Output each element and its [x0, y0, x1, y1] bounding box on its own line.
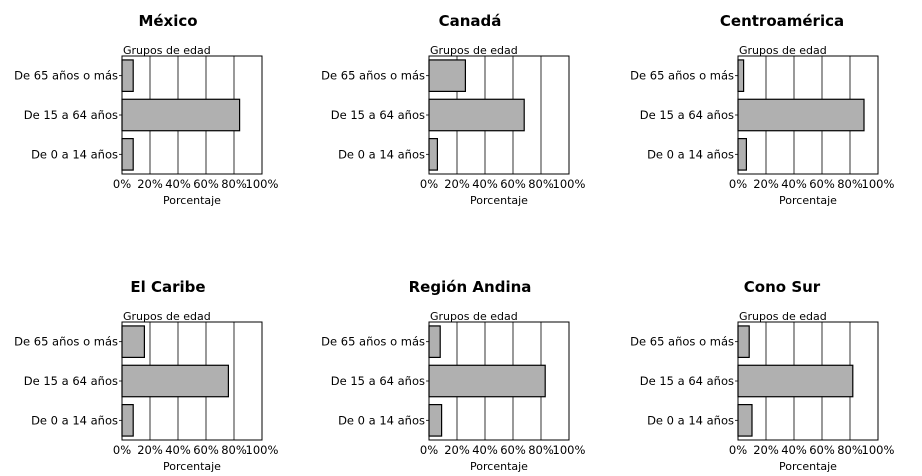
category-label: De 65 años o más — [321, 69, 425, 83]
bar — [121, 364, 230, 398]
chart-panel: Canadá Grupos de edad De 65 años o más De 1… — [321, 12, 585, 207]
x-tick-label: 0% — [729, 177, 747, 191]
x-tick-label: 20% — [753, 443, 779, 457]
x-tick-label: 40% — [781, 443, 807, 457]
bar — [121, 325, 145, 358]
chart-panel: Región Andina Grupos de edad De 65 años o … — [321, 278, 585, 473]
category-label: De 0 a 14 años — [647, 413, 734, 427]
x-tick-label: 0% — [420, 443, 438, 457]
panel-title: Centroamérica — [720, 12, 844, 30]
bar — [737, 325, 750, 358]
category-label: De 65 años o más — [630, 335, 734, 349]
bar — [121, 59, 134, 93]
category-label: De 65 años o más — [321, 335, 425, 349]
category-label: De 0 a 14 años — [647, 147, 734, 161]
category-label: De 15 a 64 años — [24, 374, 118, 388]
panel-title: Región Andina — [409, 278, 532, 296]
x-tick-label: 80% — [837, 177, 863, 191]
panel-title: Canadá — [439, 12, 502, 30]
bar — [121, 138, 134, 171]
bar — [428, 325, 441, 358]
category-label: De 65 años o más — [630, 69, 734, 83]
x-tick-label: 20% — [444, 177, 470, 191]
category-label: De 0 a 14 años — [31, 413, 118, 427]
chart-panel: México Grupos de edad De 65 años o más De 1… — [14, 12, 278, 207]
bar — [121, 404, 134, 437]
x-tick-label: 40% — [472, 443, 498, 457]
panel-title: México — [138, 12, 197, 30]
x-tick-label: 80% — [837, 443, 863, 457]
bar — [737, 98, 865, 132]
x-tick-label: 60% — [193, 177, 219, 191]
bar — [428, 364, 546, 398]
x-tick-label: 100% — [862, 177, 895, 191]
panel-title: Cono Sur — [744, 278, 821, 296]
x-tick-label: 60% — [809, 177, 835, 191]
x-tick-label: 60% — [809, 443, 835, 457]
y-axis-label: Grupos de edad — [739, 44, 827, 57]
bar — [737, 59, 745, 93]
bar — [737, 364, 854, 398]
category-label: De 15 a 64 años — [640, 374, 734, 388]
x-axis-label: Porcentaje — [163, 194, 221, 207]
x-tick-label: 20% — [137, 177, 163, 191]
category-label: De 0 a 14 años — [338, 147, 425, 161]
x-tick-label: 100% — [553, 177, 586, 191]
bar — [428, 59, 467, 93]
x-tick-label: 20% — [137, 443, 163, 457]
y-axis-label: Grupos de edad — [123, 44, 211, 57]
x-tick-label: 0% — [113, 177, 131, 191]
category-label: De 0 a 14 años — [31, 147, 118, 161]
x-axis-label: Porcentaje — [470, 460, 528, 473]
x-tick-label: 0% — [113, 443, 131, 457]
category-label: De 65 años o más — [14, 69, 118, 83]
category-label: De 15 a 64 años — [640, 108, 734, 122]
category-label: De 0 a 14 años — [338, 413, 425, 427]
x-tick-label: 100% — [246, 177, 279, 191]
y-axis-label: Grupos de edad — [123, 310, 211, 323]
category-label: De 15 a 64 años — [331, 374, 425, 388]
x-tick-label: 0% — [729, 443, 747, 457]
x-axis-label: Porcentaje — [779, 194, 837, 207]
bar — [428, 404, 443, 437]
bar — [428, 138, 438, 171]
x-tick-label: 40% — [781, 177, 807, 191]
chart-panel: Cono Sur Grupos de edad De 65 años o más De… — [630, 278, 894, 473]
x-tick-label: 80% — [528, 177, 554, 191]
category-label: De 15 a 64 años — [331, 108, 425, 122]
category-label: De 65 años o más — [14, 335, 118, 349]
x-tick-label: 100% — [862, 443, 895, 457]
x-tick-label: 100% — [553, 443, 586, 457]
chart-panel: Centroamérica Grupos de edad De 65 años o … — [630, 12, 894, 207]
category-label: De 15 a 64 años — [24, 108, 118, 122]
y-axis-label: Grupos de edad — [430, 44, 518, 57]
x-tick-label: 60% — [500, 443, 526, 457]
x-tick-label: 80% — [221, 177, 247, 191]
y-axis-label: Grupos de edad — [430, 310, 518, 323]
x-tick-label: 20% — [753, 177, 779, 191]
x-tick-label: 80% — [221, 443, 247, 457]
x-tick-label: 20% — [444, 443, 470, 457]
chart-panel: El Caribe Grupos de edad De 65 años o más D… — [14, 278, 278, 473]
x-axis-label: Porcentaje — [163, 460, 221, 473]
panel-title: El Caribe — [130, 278, 205, 296]
x-tick-label: 60% — [193, 443, 219, 457]
y-axis-label: Grupos de edad — [739, 310, 827, 323]
x-tick-label: 40% — [165, 443, 191, 457]
x-axis-label: Porcentaje — [470, 194, 528, 207]
bar — [737, 404, 753, 437]
bar — [121, 98, 241, 132]
x-tick-label: 40% — [472, 177, 498, 191]
x-tick-label: 60% — [500, 177, 526, 191]
bar — [737, 138, 747, 171]
x-tick-label: 40% — [165, 177, 191, 191]
x-axis-label: Porcentaje — [779, 460, 837, 473]
bar — [428, 98, 525, 132]
x-tick-label: 80% — [528, 443, 554, 457]
x-tick-label: 100% — [246, 443, 279, 457]
x-tick-label: 0% — [420, 177, 438, 191]
